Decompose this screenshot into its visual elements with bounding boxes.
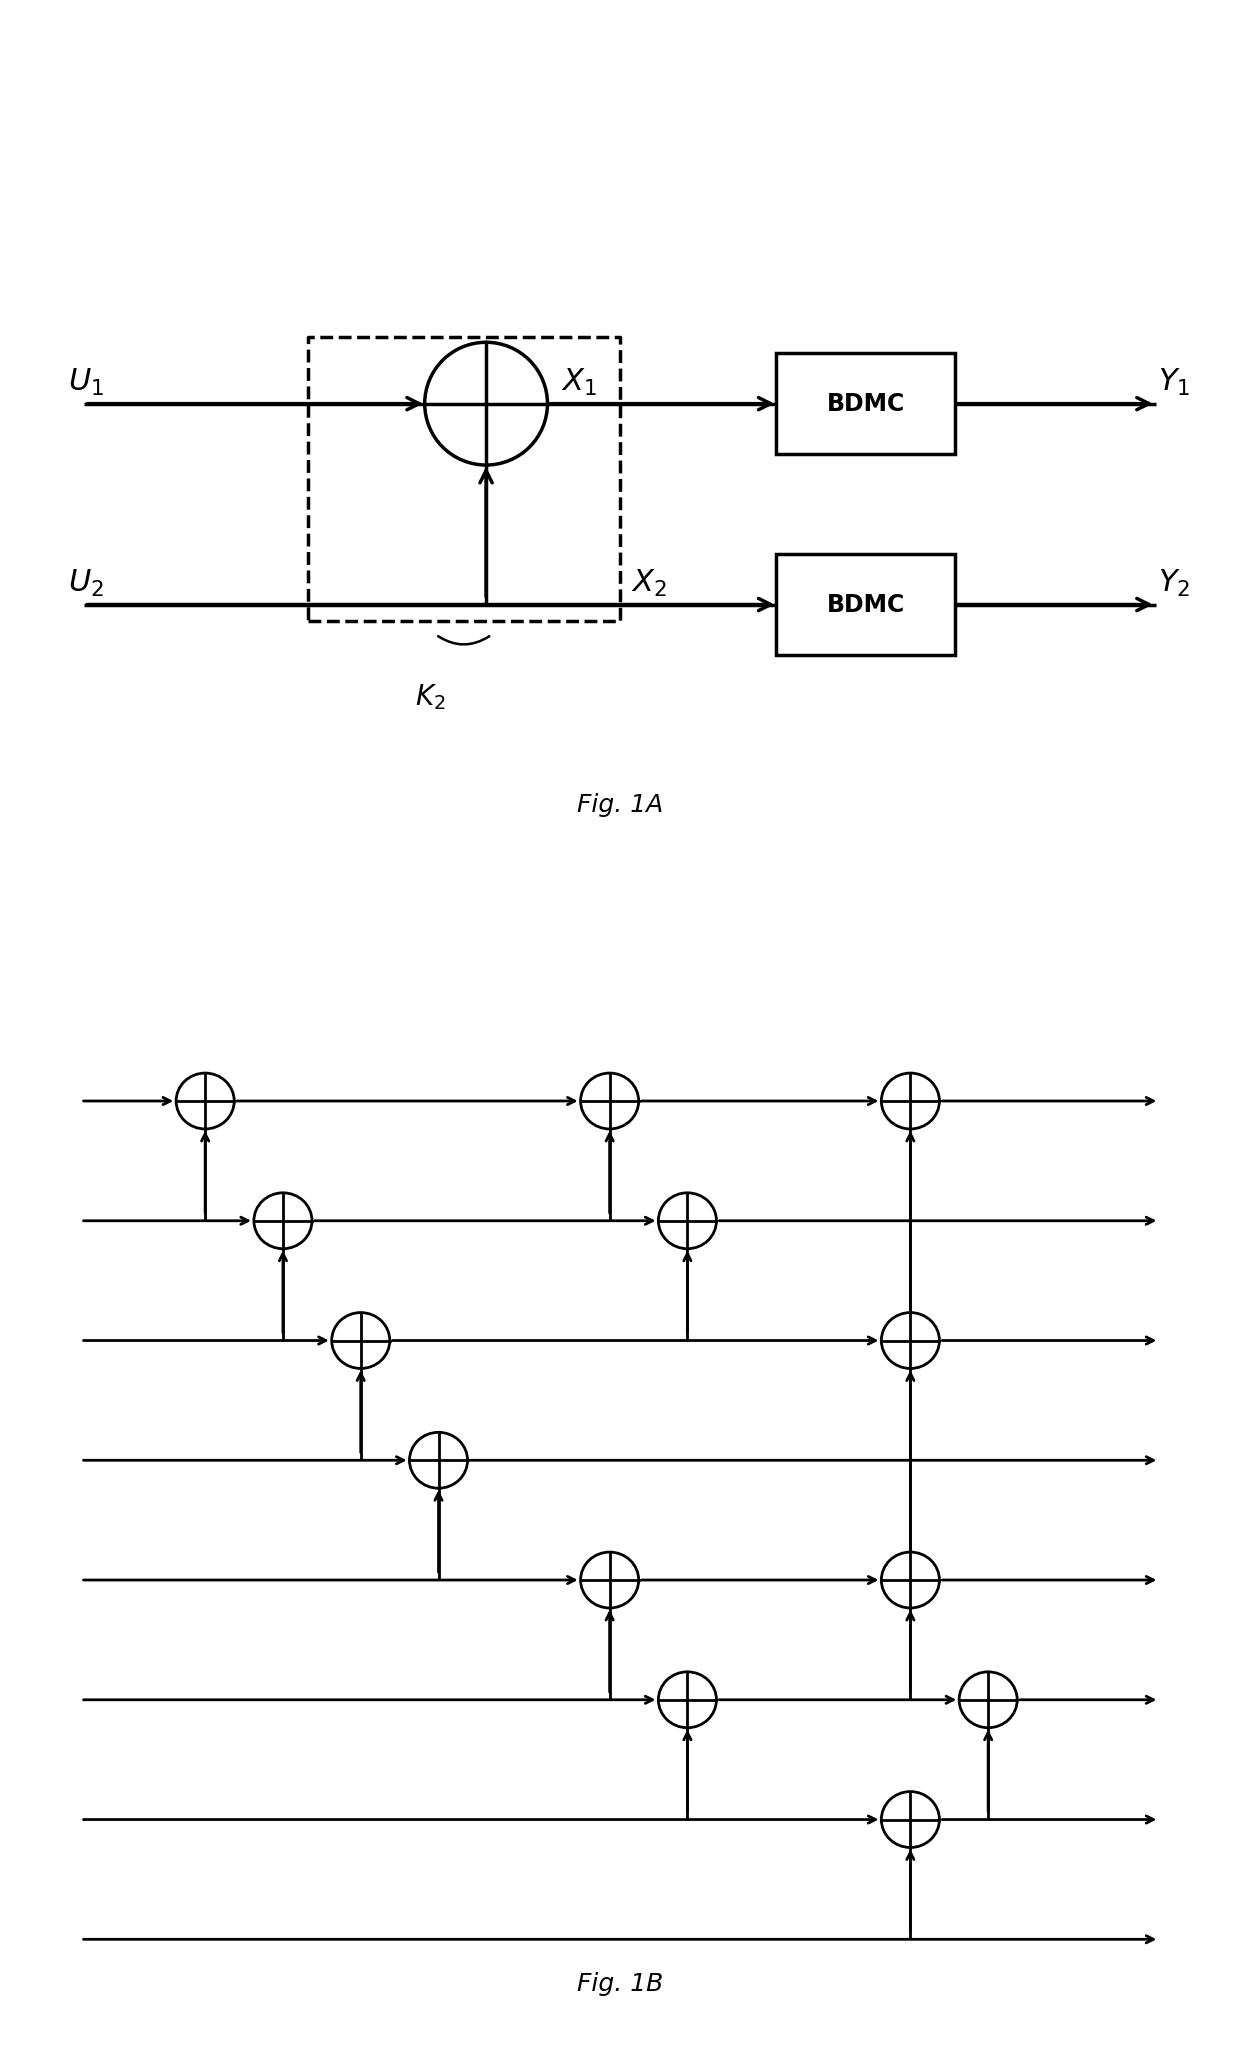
Text: $Y_2$: $Y_2$ — [1158, 569, 1190, 600]
Text: BDMC: BDMC — [826, 592, 905, 616]
Text: $X_1$: $X_1$ — [560, 367, 596, 398]
Text: Fig. 1A: Fig. 1A — [577, 793, 663, 818]
Bar — [776, 554, 955, 655]
Circle shape — [882, 1791, 940, 1847]
Circle shape — [658, 1193, 717, 1249]
Circle shape — [959, 1671, 1017, 1727]
Circle shape — [580, 1552, 639, 1608]
Circle shape — [882, 1552, 940, 1608]
Circle shape — [658, 1671, 717, 1727]
Text: BDMC: BDMC — [826, 392, 905, 416]
Circle shape — [424, 342, 548, 466]
Text: $U_2$: $U_2$ — [67, 569, 103, 600]
Circle shape — [882, 1313, 940, 1369]
Circle shape — [176, 1074, 234, 1129]
Text: Fig. 1B: Fig. 1B — [577, 1972, 663, 1997]
Text: $K_2$: $K_2$ — [415, 682, 445, 713]
Circle shape — [580, 1074, 639, 1129]
Text: $U_1$: $U_1$ — [67, 367, 103, 398]
Circle shape — [882, 1074, 940, 1129]
Circle shape — [409, 1432, 467, 1488]
Text: $Y_1$: $Y_1$ — [1158, 367, 1190, 398]
Circle shape — [331, 1313, 389, 1369]
Text: $X_2$: $X_2$ — [631, 569, 667, 600]
Bar — [776, 352, 955, 453]
Circle shape — [254, 1193, 312, 1249]
